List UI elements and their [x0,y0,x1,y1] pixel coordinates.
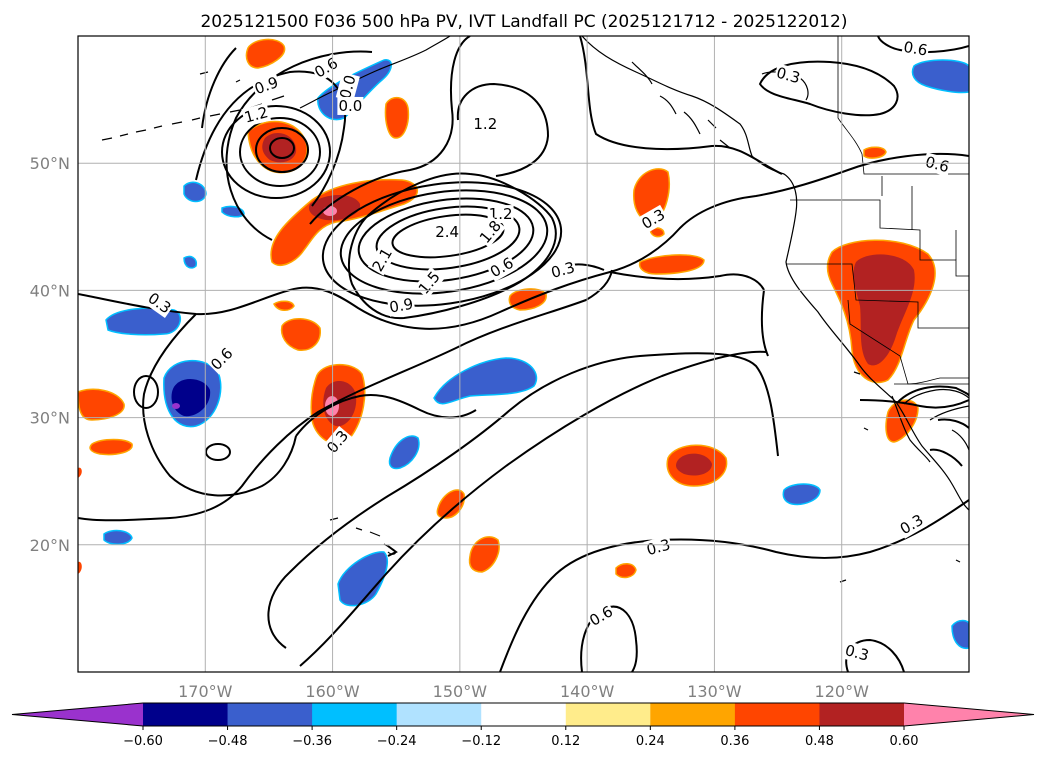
coastlines [101,36,969,583]
lon-tick-label: 150°W [433,682,488,701]
svg-text:0.3: 0.3 [843,641,871,665]
svg-text:0.6: 0.6 [902,38,929,60]
svg-text:0.9: 0.9 [388,295,415,317]
lon-tick-label: 130°W [687,682,742,701]
contour-label: 0.0 [337,96,364,115]
svg-text:0.3: 0.3 [774,64,802,88]
contour-label: 0.6 [901,37,930,60]
colorbar-tick-label: 0.60 [890,734,919,749]
contour-label: 0.3 [842,640,872,665]
lat-tick-label: 40°N [30,281,70,300]
colorbar-tick-label: −0.36 [292,734,332,749]
colorbar-tick-label: 0.12 [551,734,580,749]
colorbar-bin [650,703,736,726]
contour-label: 1.2 [241,102,272,127]
contour-label: 1.2 [472,114,499,133]
contour-label: 0.3 [643,535,674,560]
colorbar-tick-label: −0.12 [461,734,501,749]
contour-labels: 0.90.60.00.01.2 1.21.22.4 1.82.11.50.6 0.30… [143,37,953,665]
contour-label: 0.0 [335,71,360,102]
svg-text:0.0: 0.0 [336,73,360,101]
colorbar-bin [481,703,567,726]
svg-text:2.4: 2.4 [435,223,459,241]
map-panel: 0.90.60.00.01.2 1.21.22.4 1.82.11.50.6 0.30… [77,35,970,673]
svg-text:0.3: 0.3 [549,258,577,282]
colorbar-bin [565,703,651,726]
svg-text:0.6: 0.6 [923,153,951,177]
svg-text:0.0: 0.0 [338,97,362,115]
svg-text:0.3: 0.3 [645,536,673,560]
map-background [78,36,969,672]
colorbar-bin [396,703,482,726]
contour-label: 0.6 [922,152,953,177]
colorbar-extend-high [904,703,1034,726]
longitude-tick-labels: 170°W 160°W 150°W 140°W 130°W 120°W [178,682,869,701]
colorbar-bin [227,703,313,726]
colorbar-extend-low [12,703,143,726]
contour-label: 0.3 [548,257,578,283]
contour-label: 0.9 [386,294,416,317]
colorbar-tick-label: 0.24 [636,734,665,749]
svg-text:1.2: 1.2 [242,103,270,127]
political-borders [786,36,969,385]
lon-tick-label: 140°W [560,682,615,701]
colorbar-tick-label: 0.36 [720,734,749,749]
plot-title: 2025121500 F036 500 hPa PV, IVT Landfall… [200,12,847,32]
contour-label: 2.4 [434,222,461,241]
colorbar-bin [734,703,820,726]
colorbar-bin [143,703,229,726]
ivt-anomaly-fills [78,38,969,650]
latitude-tick-labels: 50°N 40°N 30°N 20°N [30,154,70,555]
colorbar-tick-label: −0.24 [377,734,417,749]
colorbar-bin [819,703,905,726]
pv-contours [78,36,969,672]
map-frame [77,35,970,673]
gridlines [78,36,969,672]
colorbar-bin [312,703,398,726]
colorbar-tick-label: −0.60 [123,734,163,749]
lat-tick-label: 20°N [30,536,70,555]
lon-tick-label: 120°W [815,682,870,701]
contour-label: 0.3 [773,63,804,88]
lat-tick-label: 30°N [30,409,70,428]
colorbar-tick-label: −0.48 [208,734,248,749]
lon-tick-label: 160°W [305,682,360,701]
colorbar: −0.60 −0.48 −0.36 −0.24 −0.12 0.12 0.24 0.36 0.4… [11,702,1035,749]
svg-text:1.2: 1.2 [473,115,497,133]
colorbar-tick-label: 0.48 [805,734,834,749]
lon-tick-label: 170°W [178,682,233,701]
lat-tick-label: 50°N [30,154,70,173]
